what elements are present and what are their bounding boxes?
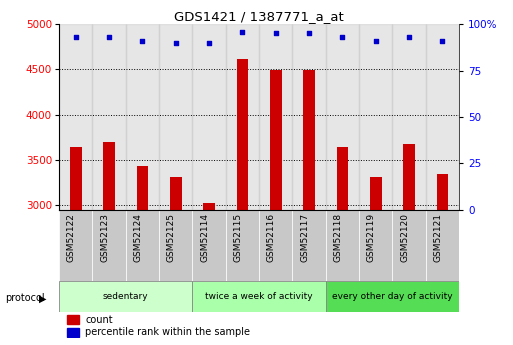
Bar	[392, 24, 426, 210]
Point	[305, 31, 313, 36]
Text: GSM52119: GSM52119	[367, 213, 376, 262]
Bar	[170, 177, 182, 345]
Bar	[326, 210, 359, 281]
Bar	[126, 24, 159, 210]
Bar	[437, 174, 448, 345]
Text: twice a week of activity: twice a week of activity	[205, 292, 313, 301]
Bar	[103, 142, 115, 345]
Bar	[370, 177, 382, 345]
Bar	[359, 24, 392, 210]
Bar	[359, 210, 392, 281]
Text: every other day of activity: every other day of activity	[332, 292, 453, 301]
Bar	[70, 147, 82, 345]
Text: GSM52117: GSM52117	[300, 213, 309, 262]
Bar	[126, 210, 159, 281]
Bar	[59, 210, 92, 281]
Bar	[59, 281, 192, 313]
Bar	[226, 210, 259, 281]
Bar	[192, 24, 226, 210]
Text: GSM52122: GSM52122	[67, 213, 76, 262]
Bar	[337, 147, 348, 345]
Point	[105, 34, 113, 40]
Point	[71, 34, 80, 40]
Point	[438, 38, 446, 43]
Bar	[270, 70, 282, 345]
Text: GSM52124: GSM52124	[133, 213, 143, 262]
Bar	[292, 210, 326, 281]
Bar	[159, 24, 192, 210]
Point	[272, 31, 280, 36]
Bar	[192, 210, 226, 281]
Text: ▶: ▶	[38, 294, 46, 303]
Bar	[92, 24, 126, 210]
Bar	[67, 315, 79, 324]
Point	[139, 38, 147, 43]
Bar	[259, 210, 292, 281]
Text: protocol: protocol	[5, 294, 45, 303]
Text: sedentary: sedentary	[103, 292, 148, 301]
Bar	[92, 210, 126, 281]
Bar	[326, 281, 459, 313]
Bar	[67, 328, 79, 337]
Text: GSM52115: GSM52115	[233, 213, 242, 262]
Title: GDS1421 / 1387771_a_at: GDS1421 / 1387771_a_at	[174, 10, 344, 23]
Text: GSM52125: GSM52125	[167, 213, 175, 262]
Bar	[426, 210, 459, 281]
Text: count: count	[85, 315, 113, 325]
Text: percentile rank within the sample: percentile rank within the sample	[85, 327, 250, 337]
Bar	[236, 59, 248, 345]
Text: GSM52118: GSM52118	[333, 213, 343, 262]
Point	[339, 34, 347, 40]
Bar	[159, 210, 192, 281]
Bar	[259, 24, 292, 210]
Bar	[392, 210, 426, 281]
Point	[405, 34, 413, 40]
Bar	[136, 166, 148, 345]
Point	[205, 40, 213, 46]
Text: GSM52121: GSM52121	[433, 213, 442, 262]
Bar	[426, 24, 459, 210]
Text: GSM52116: GSM52116	[267, 213, 276, 262]
Bar	[192, 281, 326, 313]
Point	[371, 38, 380, 43]
Bar	[292, 24, 326, 210]
Text: GSM52123: GSM52123	[100, 213, 109, 262]
Text: GSM52114: GSM52114	[200, 213, 209, 262]
Point	[171, 40, 180, 46]
Bar	[226, 24, 259, 210]
Bar	[59, 24, 92, 210]
Bar	[203, 203, 215, 345]
Bar	[303, 70, 315, 345]
Bar	[326, 24, 359, 210]
Point	[238, 29, 246, 34]
Bar	[403, 144, 415, 345]
Text: GSM52120: GSM52120	[400, 213, 409, 262]
